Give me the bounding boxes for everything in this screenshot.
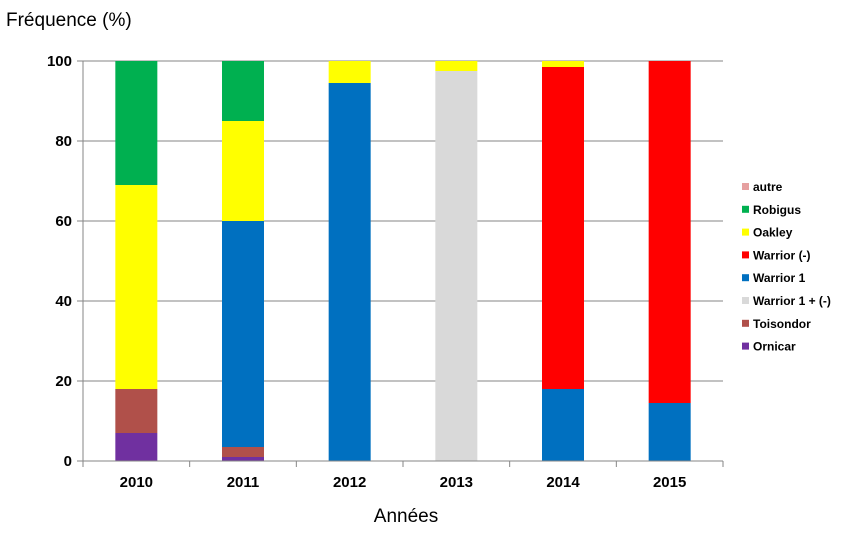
bar-segment xyxy=(542,67,584,389)
bar-segment xyxy=(648,403,691,461)
legend-label: Oakley xyxy=(753,226,793,240)
legend-label: Robigus xyxy=(753,203,801,217)
bars xyxy=(115,61,691,461)
legend-label: Warrior 1 + (-) xyxy=(753,294,831,308)
bar-segment xyxy=(222,61,264,121)
legend-label: Ornicar xyxy=(753,340,796,354)
legend-label: Toisondor xyxy=(753,317,811,331)
x-tick-label: 2012 xyxy=(333,474,366,491)
x-tick-label: 2013 xyxy=(440,474,473,491)
x-tick-label: 2010 xyxy=(120,474,153,491)
x-tick-label: 2011 xyxy=(227,474,260,491)
bar-segment xyxy=(115,389,158,433)
legend-swatch xyxy=(742,183,749,190)
bar-segment xyxy=(222,457,264,461)
bar-segment xyxy=(328,61,371,83)
bar-segment xyxy=(435,71,478,461)
legend-swatch xyxy=(742,205,749,213)
legend-swatch xyxy=(742,274,749,282)
bar-segment xyxy=(328,83,371,461)
legend-label: Warrior (-) xyxy=(753,248,811,262)
legend-swatch xyxy=(742,251,749,259)
bar-segment xyxy=(115,433,158,461)
legend: autre Robigus Oakley Warrior (-) Warrior 1 Wa… xyxy=(742,180,831,354)
tick-labels: 0 20 40 60 80 100 2010 2011 2012 2013 2014 2015 xyxy=(47,53,686,491)
x-tick-label: 2014 xyxy=(546,474,580,491)
x-tick-label: 2015 xyxy=(653,474,686,491)
legend-swatch xyxy=(742,228,749,236)
bar-segment xyxy=(222,221,264,447)
legend-label: Warrior 1 xyxy=(753,271,806,285)
y-tick-label: 40 xyxy=(55,293,72,310)
y-tick-label: 80 xyxy=(55,133,72,150)
bar-segment xyxy=(435,61,478,71)
x-axis-title: Années xyxy=(374,506,438,527)
bar-segment xyxy=(115,185,158,389)
grid-lines xyxy=(83,60,723,382)
bar-segment xyxy=(222,447,264,457)
bar-segment xyxy=(648,61,691,403)
axes xyxy=(77,60,724,467)
legend-swatch xyxy=(742,342,749,350)
bar-segment xyxy=(542,389,584,461)
legend-label: autre xyxy=(753,180,783,194)
bar-segment xyxy=(542,61,584,67)
y-tick-label: 0 xyxy=(64,453,72,470)
legend-swatch xyxy=(742,297,749,304)
legend-swatch xyxy=(742,319,749,327)
y-tick-label: 100 xyxy=(47,53,72,70)
y-tick-label: 60 xyxy=(55,213,72,230)
y-axis-title: Fréquence (%) xyxy=(6,10,132,31)
bar-segment xyxy=(115,61,158,185)
bar-segment xyxy=(222,121,264,221)
y-tick-label: 20 xyxy=(55,373,72,390)
